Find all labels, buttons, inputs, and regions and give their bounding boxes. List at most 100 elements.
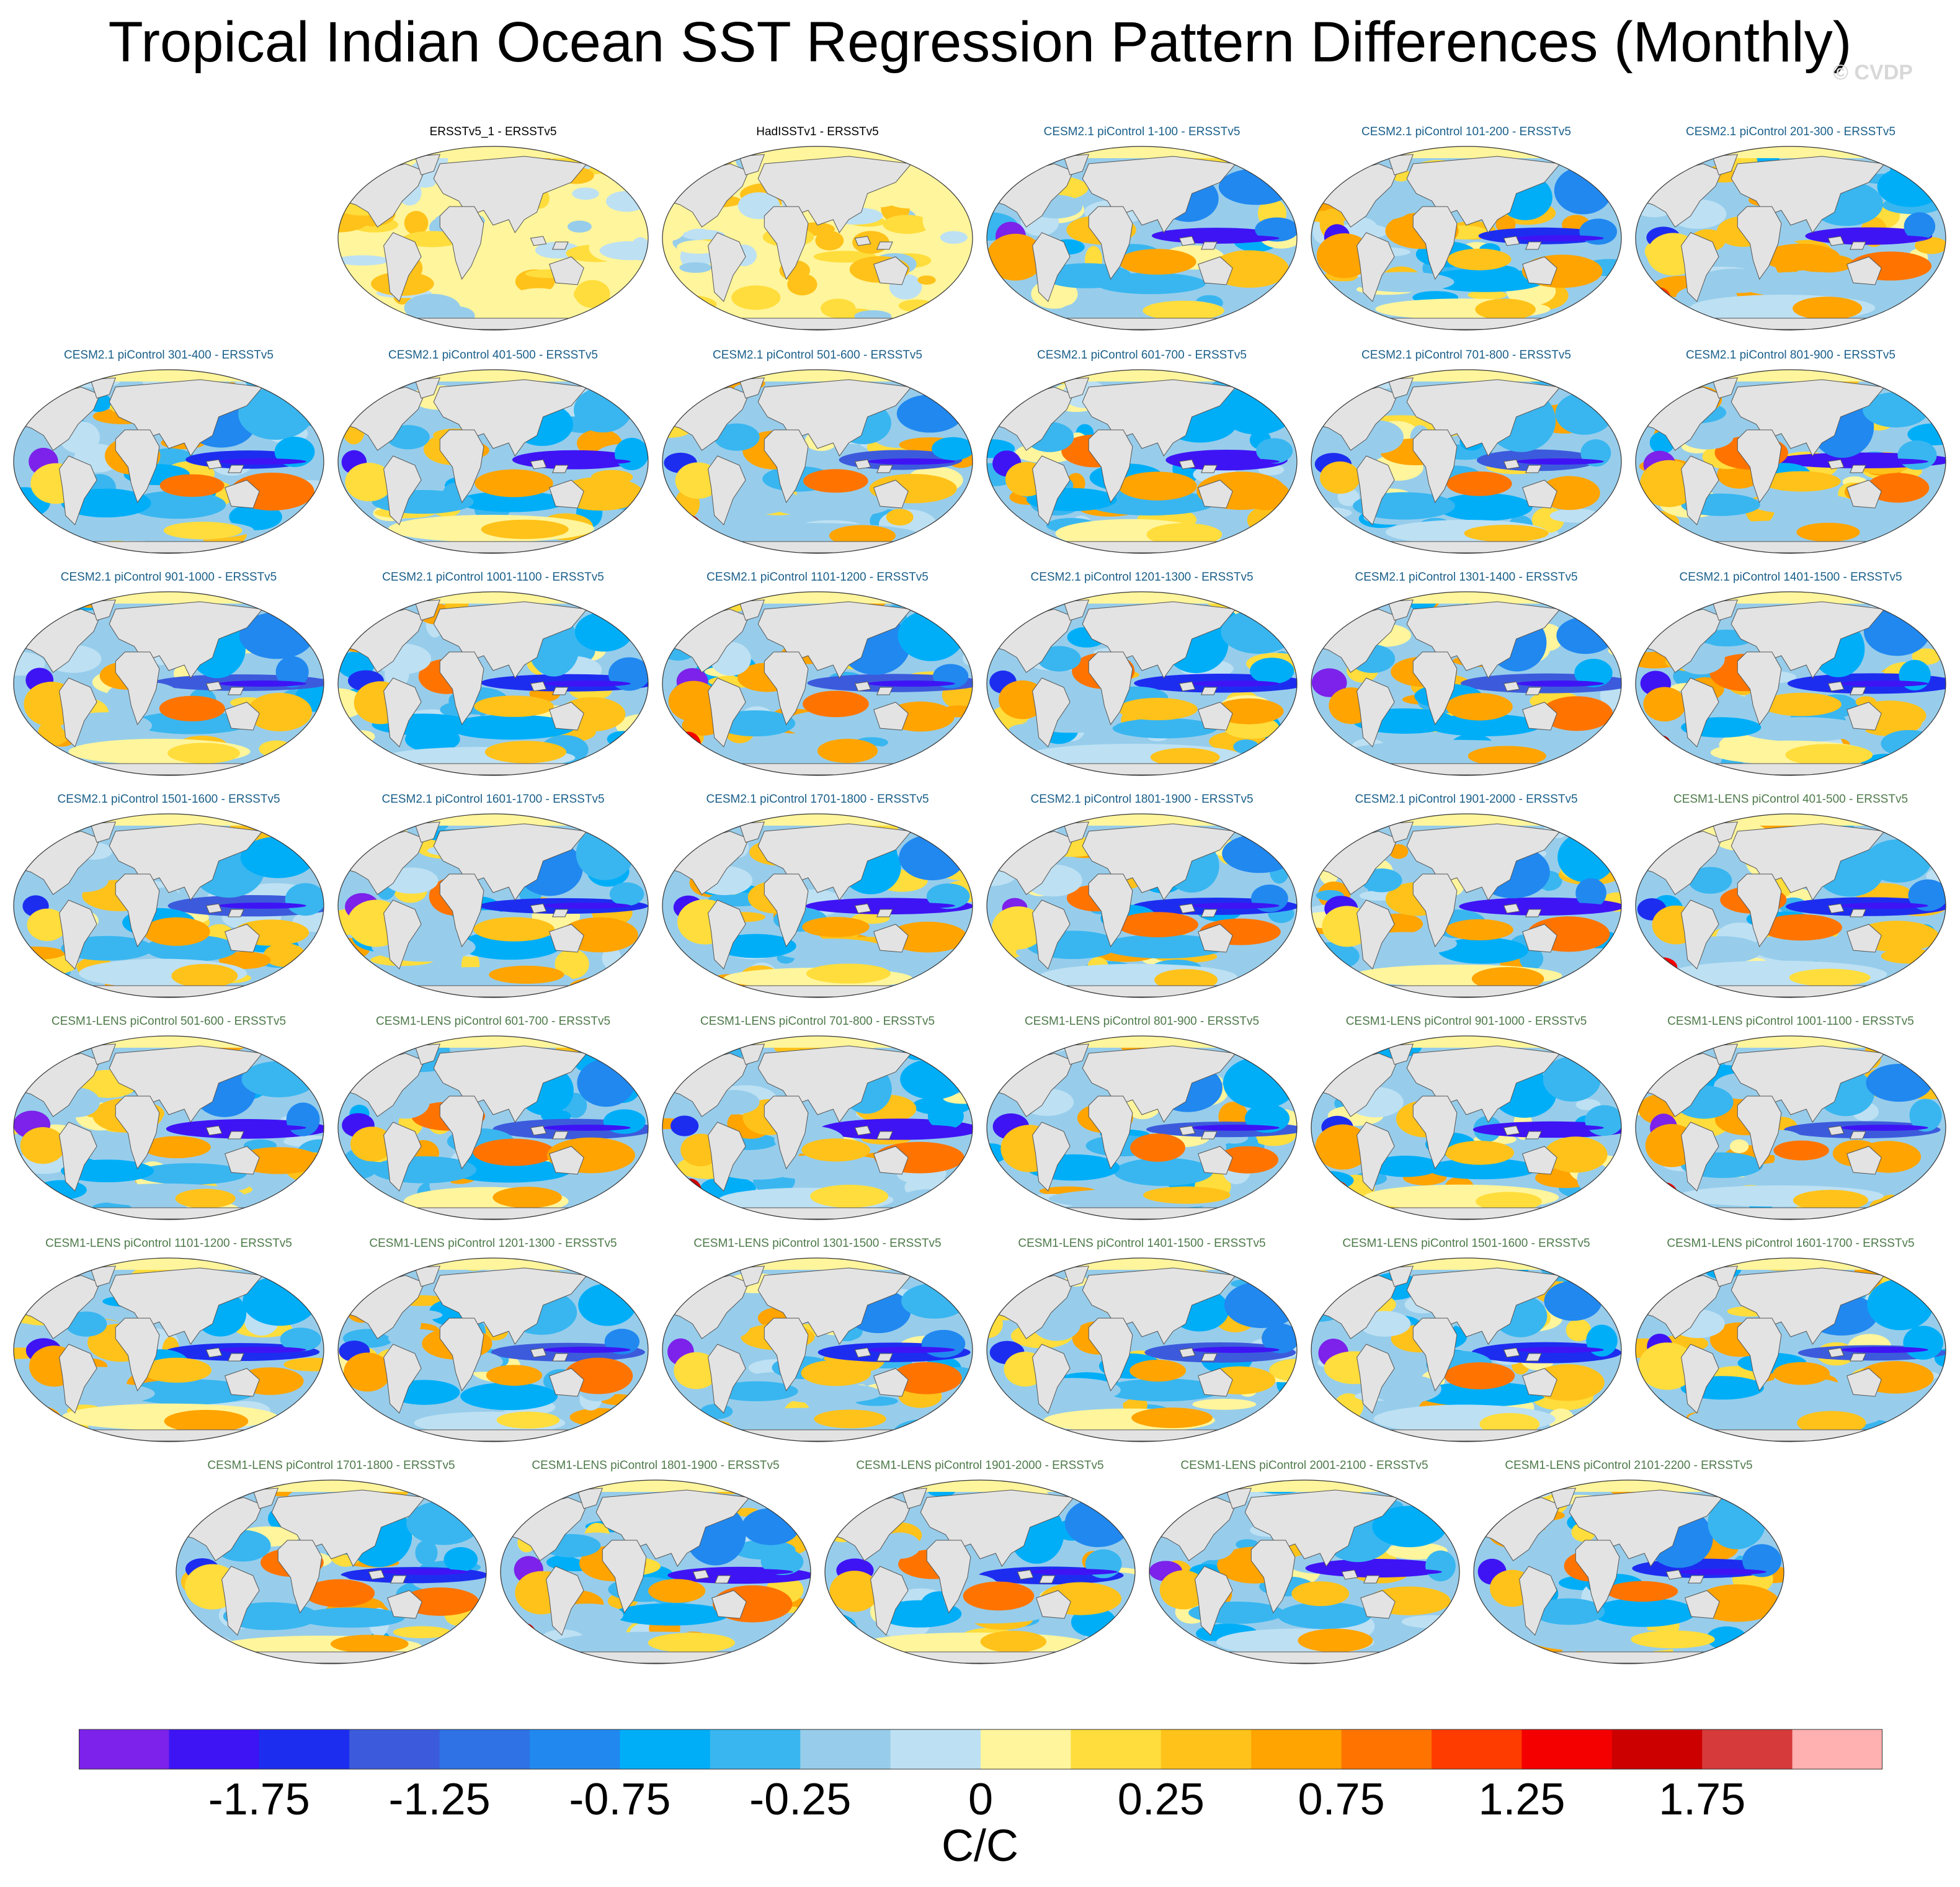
- map-panel: CESM1-LENS piControl 1701-1800 - ERSSTv5: [171, 1459, 491, 1670]
- anomaly-blob: [27, 908, 68, 942]
- map-panel: CESM2.1 piControl 901-1000 - ERSSTv5: [9, 571, 329, 782]
- arctic-band: [501, 1480, 811, 1492]
- arctic-band: [1149, 1480, 1459, 1492]
- land-mask: [1525, 241, 1542, 250]
- land-mask: [59, 1122, 97, 1192]
- anomaly-blob: [1516, 1125, 1604, 1131]
- map-outline: [1311, 146, 1622, 331]
- land-mask: [1522, 1146, 1557, 1175]
- anomaly-blob: [801, 1360, 871, 1386]
- anomaly-blob: [1064, 1498, 1131, 1548]
- map-outline: [1635, 146, 1946, 331]
- anomaly-blob: [270, 1193, 301, 1220]
- land-mask: [1178, 681, 1196, 692]
- panel-title: CESM2.1 piControl 1401-1500 - ERSSTv5: [1679, 571, 1902, 584]
- anomaly-blob: [1840, 458, 1928, 465]
- anomaly-blob: [1579, 218, 1618, 245]
- map-panel: HadISSTv1 - ERSSTv5: [657, 125, 978, 336]
- anomaly-blob: [349, 1406, 374, 1426]
- anomaly-blob: [1591, 612, 1621, 623]
- land-mask: [1522, 924, 1557, 953]
- anomaly-blob: [415, 1540, 438, 1566]
- anomaly-blob: [670, 1115, 699, 1136]
- anomaly-blob: [679, 262, 712, 273]
- land-mask: [1017, 1207, 1267, 1220]
- anomaly-blob: [175, 1189, 236, 1208]
- land-mask: [1737, 873, 1782, 948]
- anomaly-blob: [1437, 493, 1533, 521]
- land-mask: [1201, 909, 1218, 917]
- map-outline: [1311, 1257, 1622, 1442]
- colorbar-tick-label: 0.75: [1298, 1775, 1385, 1824]
- anomaly-blob: [1549, 509, 1601, 523]
- anomaly-blob: [344, 737, 373, 762]
- anomaly-blob: [1280, 965, 1297, 994]
- anomaly-blob: [1117, 698, 1198, 721]
- anomaly-blob: [625, 1036, 648, 1045]
- land-mask: [383, 232, 422, 302]
- anomaly-blob: [1275, 986, 1297, 997]
- land-mask: [1178, 903, 1196, 914]
- anomaly-blob: [1740, 717, 1866, 742]
- colorbar: [79, 1729, 1882, 1770]
- land-mask: [115, 651, 160, 726]
- anomaly-blob: [1354, 1569, 1442, 1575]
- land-mask: [1032, 455, 1071, 525]
- map-outline: [662, 146, 973, 331]
- land-mask: [1032, 677, 1071, 747]
- land-mask: [225, 702, 260, 731]
- anomaly-blob: [767, 1635, 811, 1662]
- anomaly-blob: [298, 1607, 405, 1628]
- map-outline: [1635, 369, 1946, 554]
- anomaly-blob: [1178, 1649, 1199, 1664]
- anomaly-blob: [675, 731, 702, 759]
- anomaly-blob: [1575, 1038, 1620, 1054]
- arctic-band: [1311, 1036, 1621, 1048]
- anomaly-blob: [473, 917, 555, 942]
- anomaly-blob: [899, 834, 966, 881]
- anomaly-blob: [1773, 1362, 1830, 1385]
- anomaly-blob: [1651, 735, 1672, 761]
- map-outline: [1635, 591, 1946, 776]
- map-panel: CESM2.1 piControl 1101-1200 - ERSSTv5: [657, 571, 978, 782]
- land-mask: [1681, 1344, 1719, 1414]
- anomaly-blob: [1557, 832, 1616, 883]
- map-outline: [13, 813, 324, 998]
- land-mask: [873, 1146, 909, 1175]
- anomaly-blob: [867, 903, 955, 909]
- panel-title: CESM2.1 piControl 1-100 - ERSSTv5: [1043, 125, 1241, 138]
- anomaly-blob: [457, 491, 566, 512]
- land-mask: [1198, 1368, 1233, 1397]
- anomaly-blob: [442, 1643, 474, 1664]
- anomaly-blob: [1437, 1636, 1459, 1664]
- land-mask: [692, 763, 943, 775]
- anomaly-blob: [1590, 541, 1621, 553]
- anomaly-blob: [1564, 759, 1601, 775]
- anomaly-blob: [510, 288, 566, 309]
- land-mask: [1341, 763, 1592, 775]
- anomaly-blob: [338, 688, 366, 720]
- land-mask: [439, 429, 484, 504]
- land-mask: [43, 985, 294, 997]
- anomaly-blob: [940, 290, 973, 311]
- land-mask: [1341, 318, 1592, 330]
- map-plot: [13, 1035, 324, 1220]
- anomaly-blob: [481, 519, 569, 539]
- land-mask: [1525, 1353, 1542, 1362]
- anomaly-blob: [1592, 149, 1621, 180]
- anomaly-blob: [1474, 1642, 1497, 1664]
- land-mask: [1341, 1429, 1592, 1442]
- anomaly-blob: [14, 738, 30, 766]
- anomaly-blob: [1636, 1214, 1678, 1220]
- anomaly-blob: [671, 1036, 702, 1050]
- arctic-band: [14, 370, 324, 381]
- anomaly-blob: [1401, 1615, 1459, 1628]
- anomaly-blob: [713, 423, 760, 451]
- anomaly-blob: [864, 1632, 1087, 1654]
- land-mask: [546, 1566, 584, 1636]
- anomaly-blob: [1840, 1347, 1928, 1353]
- land-mask: [225, 1146, 260, 1175]
- land-mask: [764, 1095, 809, 1170]
- sst-field: [338, 1036, 648, 1220]
- anomaly-blob: [940, 146, 969, 154]
